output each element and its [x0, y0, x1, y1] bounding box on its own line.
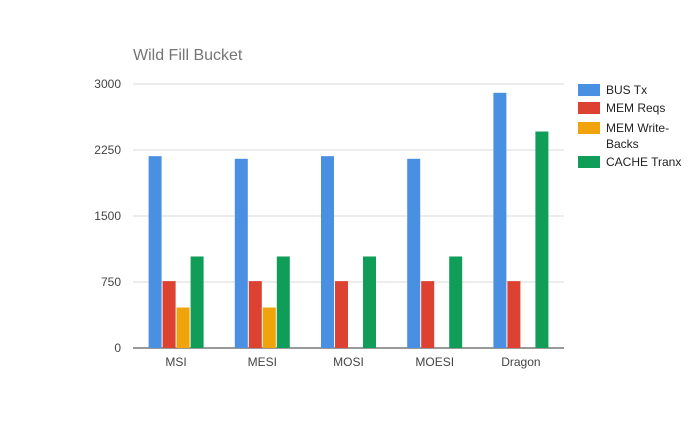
gridlines [133, 83, 564, 349]
bar-cache-tranx-dragon [535, 131, 549, 348]
bar-mem-reqs-mesi [248, 281, 262, 348]
bar-mem-reqs-mosi [335, 281, 348, 348]
bar-bus-tx-mesi [234, 158, 248, 348]
y-tick-label: 2250 [94, 143, 121, 157]
bar-bus-tx-msi [148, 156, 162, 348]
y-tick-label: 3000 [94, 77, 121, 91]
y-tick-label: 1500 [94, 209, 121, 223]
legend-label: BUS Tx [606, 83, 647, 97]
bar-cache-tranx-moesi [449, 256, 463, 348]
bar-mem-reqs-dragon [507, 281, 521, 348]
x-tick-label: MOESI [415, 355, 454, 369]
bar-cache-tranx-mesi [276, 256, 290, 348]
legend-swatch [578, 84, 600, 96]
bar-bus-tx-moesi [407, 158, 421, 348]
x-tick-label: Dragon [501, 355, 540, 369]
legend-swatch [578, 156, 600, 168]
chart-title: Wild Fill Bucket [133, 47, 243, 64]
y-axis-ticks: 0 750 1500 2250 3000 [94, 77, 121, 355]
bars [148, 92, 549, 348]
bar-cache-tranx-msi [190, 256, 204, 348]
legend-label: Backs [606, 137, 639, 151]
bar-bus-tx-dragon [493, 92, 507, 348]
bar-bus-tx-mosi [321, 156, 334, 348]
bar-mem-write-backs-msi [176, 307, 190, 348]
legend-label: MEM Reqs [606, 101, 665, 115]
y-tick-label: 0 [114, 341, 121, 355]
legend-swatch [578, 122, 600, 134]
legend: BUS Tx MEM Reqs MEM Write- Backs CACHE Tranx [578, 83, 681, 169]
x-tick-label: MOSI [333, 355, 364, 369]
legend-label: MEM Write- [606, 121, 669, 135]
x-axis-ticks: MSI MESI MOSI MOESI Dragon [165, 355, 540, 369]
legend-swatch [578, 102, 600, 114]
x-tick-label: MSI [165, 355, 186, 369]
y-tick-label: 750 [101, 275, 121, 289]
bar-mem-write-backs-mesi [262, 307, 276, 348]
bar-cache-tranx-mosi [363, 256, 376, 348]
bar-mem-reqs-msi [162, 281, 176, 348]
x-tick-label: MESI [248, 355, 277, 369]
legend-label: CACHE Tranx [606, 155, 681, 169]
bar-mem-reqs-moesi [421, 281, 435, 348]
